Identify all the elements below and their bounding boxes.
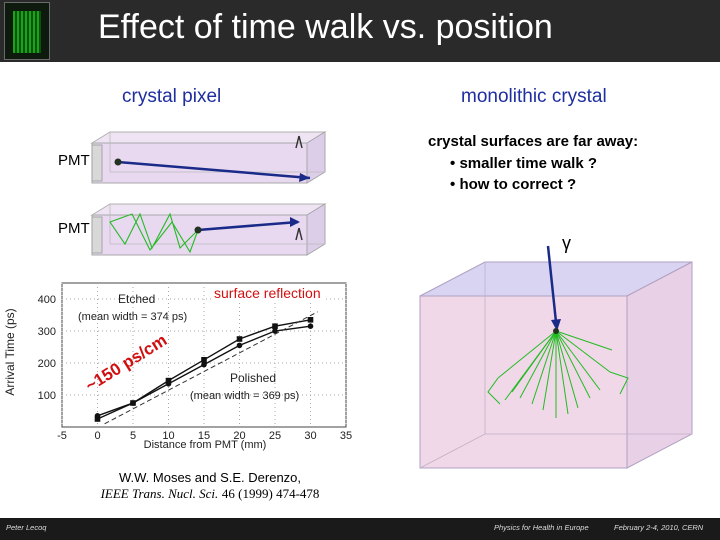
- data-point-polished: [236, 336, 243, 342]
- x-tick-label: 15: [198, 430, 210, 442]
- citation: W.W. Moses and S.E. Derenzo, IEEE Trans.…: [60, 470, 360, 502]
- x-tick-label: 10: [162, 430, 174, 442]
- gamma-symbol: γ: [562, 233, 571, 253]
- y-tick-label: 400: [38, 294, 56, 306]
- monolithic-crystal-heading: monolithic crystal: [461, 86, 607, 107]
- chart-ylabel: Arrival Time (ps): [3, 308, 17, 395]
- pmt-label-top: PMT: [58, 152, 90, 169]
- data-point-etched: [272, 328, 278, 334]
- x-tick-label: 35: [340, 430, 352, 442]
- annotation-polished-width: (mean width = 369 ps): [190, 390, 299, 402]
- bullet-icon: •: [450, 155, 456, 172]
- gamma-ray-arrow-top: [295, 135, 303, 149]
- data-point-polished: [130, 400, 136, 406]
- footer-event: Physics for Health in Europe: [494, 523, 589, 532]
- slide-footer: [0, 518, 720, 540]
- pmt-label-bottom: PMT: [58, 220, 90, 237]
- footer-date: February 2-4, 2010, CERN: [614, 523, 704, 532]
- data-point-polished: [165, 377, 172, 384]
- annotation-polished: Polished: [230, 371, 276, 385]
- x-tick-label: -5: [57, 430, 67, 442]
- citation-details: 46 (1999) 474-478: [221, 486, 320, 501]
- reflection-path: [109, 212, 199, 254]
- data-point-etched: [236, 342, 243, 349]
- crystal-matrix-logo: [4, 2, 50, 60]
- data-point-polished: [201, 357, 207, 363]
- y-tick-label: 300: [38, 326, 56, 338]
- data-point-polished: [272, 323, 278, 329]
- slide-title: Effect of time walk vs. position: [98, 8, 553, 46]
- data-point-polished: [307, 317, 314, 323]
- y-tick-label: 200: [38, 358, 56, 370]
- data-point-etched: [307, 323, 314, 330]
- crystal-note-bullet: • how to correct ?: [450, 176, 577, 193]
- footer-author: Peter Lecoq: [6, 523, 47, 532]
- x-tick-label: 5: [130, 430, 136, 442]
- citation-journal: IEEE Trans. Nucl. Sci.: [100, 486, 219, 501]
- gamma-ray-arrow-bottom: [295, 227, 303, 241]
- crystal-notes-title: crystal surfaces are far away:: [428, 133, 639, 150]
- citation-source: IEEE Trans. Nucl. Sci. 46 (1999) 474-478: [60, 486, 360, 502]
- crystal-note-bullet: • smaller time walk ?: [450, 155, 598, 172]
- monolithic-crystal-illustration: [419, 245, 693, 469]
- slide-header: [0, 0, 720, 62]
- y-tick-label: 100: [38, 390, 56, 402]
- annotation-etched: Etched: [118, 292, 155, 306]
- x-tick-label: 25: [269, 430, 281, 442]
- crystal-pixel-top: [90, 131, 327, 184]
- annotation-etched-width: (mean width = 374 ps): [78, 311, 187, 323]
- chart-xlabel: Distance from PMT (mm): [144, 439, 267, 451]
- crystal-pixel-heading: crystal pixel: [122, 86, 222, 107]
- x-tick-label: 30: [304, 430, 316, 442]
- bullet-icon: •: [450, 176, 456, 193]
- citation-authors: W.W. Moses and S.E. Derenzo,: [118, 470, 302, 485]
- slope-guide-line: [104, 311, 318, 425]
- data-point-etched: [201, 361, 207, 368]
- surface-reflection-label: surface reflection: [212, 285, 323, 301]
- x-tick-label: 20: [233, 430, 245, 442]
- crystal-pixel-bottom: [90, 203, 327, 256]
- x-tick-label: 0: [94, 430, 100, 442]
- data-point-polished: [94, 416, 101, 422]
